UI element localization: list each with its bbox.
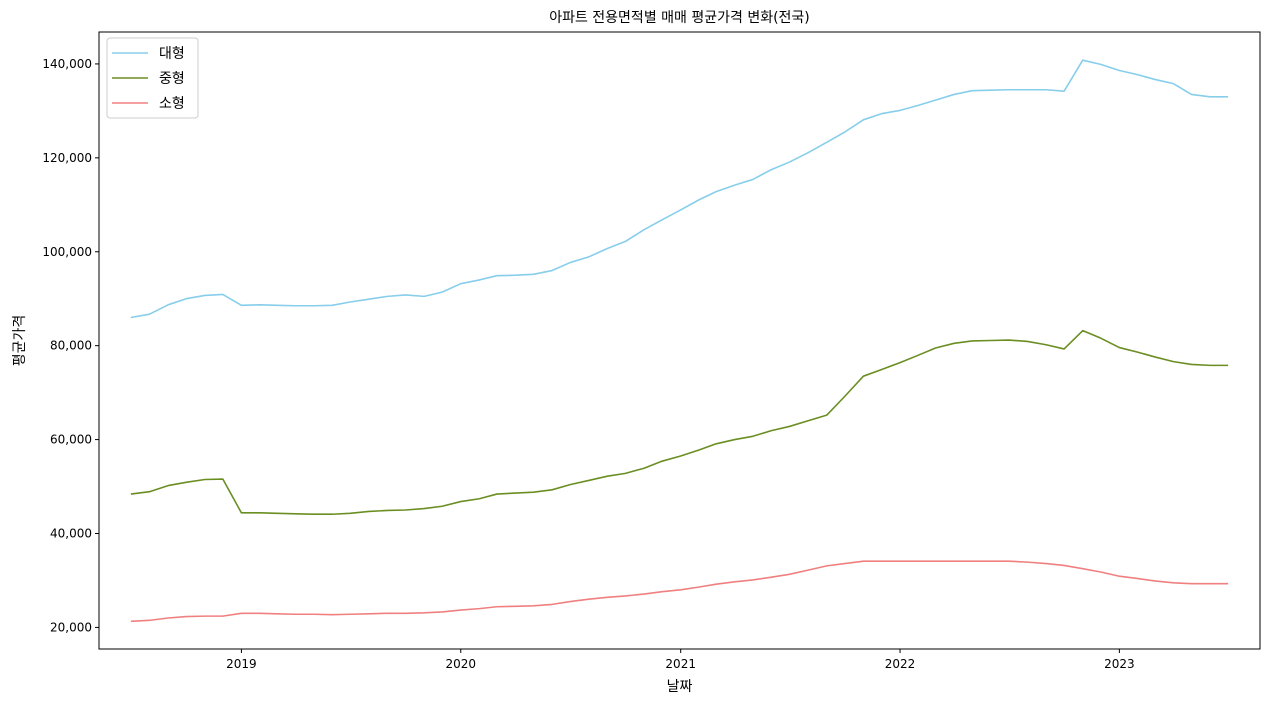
- x-axis-title: 날짜: [667, 679, 693, 695]
- legend-label: 소형: [159, 96, 185, 112]
- chart-title: 아파트 전용면적별 매매 평균가격 변화(전국): [549, 10, 810, 26]
- x-tick-label: 2020: [445, 657, 476, 671]
- series-layer: [130, 59, 1229, 623]
- legend-box: [106, 37, 199, 119]
- y-tick-label: 60,000: [50, 433, 92, 447]
- x-tick-label: 2022: [885, 657, 916, 671]
- y-tick-labels: 20,000 40,000 60,000 80,000 100,000 120,000 14…: [42, 57, 92, 634]
- legend-label: 대형: [159, 46, 185, 62]
- y-axis-title: 평균가격: [12, 315, 28, 367]
- legend-label: 중형: [159, 71, 185, 87]
- series-line: [130, 560, 1229, 623]
- series-line: [130, 329, 1229, 516]
- series-line: [130, 59, 1229, 319]
- x-tick-label: 2023: [1104, 657, 1135, 671]
- y-tick-label: 100,000: [42, 245, 92, 259]
- axis-ticks: [95, 63, 1120, 653]
- y-tick-label: 20,000: [50, 620, 92, 634]
- y-tick-label: 80,000: [50, 339, 92, 353]
- y-tick-label: 140,000: [42, 57, 92, 71]
- x-tick-label: 2019: [226, 657, 257, 671]
- y-tick-label: 40,000: [50, 526, 92, 540]
- x-tick-labels: 2019 2020 2021 2022 2023: [226, 657, 1135, 671]
- x-tick-label: 2021: [665, 657, 696, 671]
- plot-area-frame: [98, 31, 1261, 650]
- y-tick-label: 120,000: [42, 151, 92, 165]
